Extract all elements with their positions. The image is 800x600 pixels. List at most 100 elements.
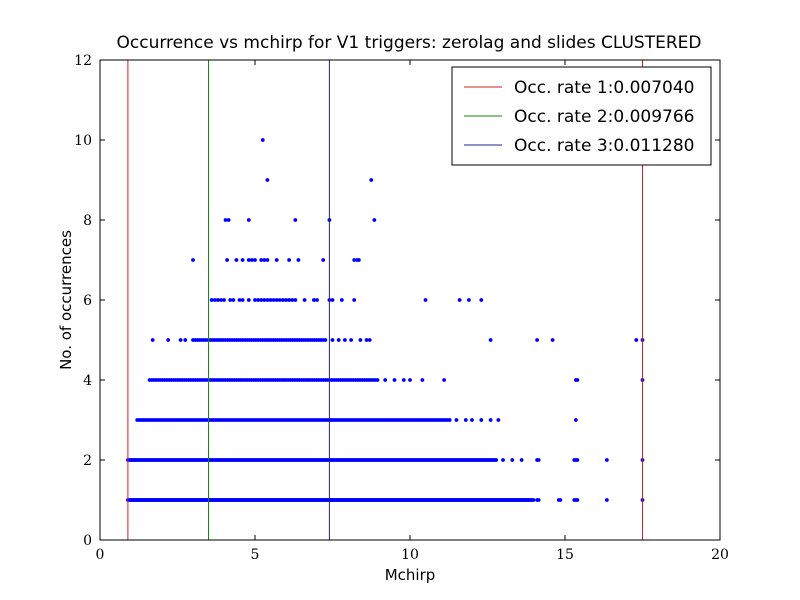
data-point xyxy=(265,178,270,182)
data-point xyxy=(178,338,183,342)
data-point xyxy=(209,298,214,302)
data-point xyxy=(501,458,505,462)
y-tick-label: 12 xyxy=(74,53,92,69)
data-point xyxy=(246,298,251,302)
legend-label-3: Occ. rate 3:0.011280 xyxy=(514,136,694,156)
data-point xyxy=(265,298,270,302)
data-point xyxy=(191,258,195,262)
data-point xyxy=(536,458,541,462)
x-tick-label: 15 xyxy=(556,547,574,563)
data-point xyxy=(240,258,245,262)
x-tick-label: 10 xyxy=(401,547,419,563)
data-point xyxy=(212,298,217,302)
data-point xyxy=(420,378,425,382)
data-point xyxy=(274,258,279,262)
y-tick-label: 4 xyxy=(83,373,92,389)
data-point xyxy=(315,298,319,302)
data-point xyxy=(447,418,452,422)
data-point xyxy=(166,338,171,342)
legend-label-2: Occ. rate 2:0.009766 xyxy=(514,107,694,127)
data-point xyxy=(219,298,223,302)
data-point xyxy=(250,258,254,262)
data-point xyxy=(228,298,233,302)
data-point xyxy=(183,338,188,342)
data-point xyxy=(287,258,291,262)
data-point xyxy=(550,338,555,342)
data-point xyxy=(383,378,388,382)
data-point xyxy=(358,338,363,342)
y-tick-label: 6 xyxy=(83,293,92,309)
data-point xyxy=(296,258,301,262)
data-point xyxy=(423,298,428,302)
data-point xyxy=(321,258,326,262)
data-point xyxy=(479,298,484,302)
data-point xyxy=(323,338,328,342)
data-points xyxy=(126,138,645,502)
data-point xyxy=(259,258,264,262)
data-point xyxy=(237,298,242,302)
data-point xyxy=(604,458,609,462)
data-point xyxy=(634,338,639,342)
data-point xyxy=(339,298,344,302)
data-point xyxy=(575,498,580,502)
data-point xyxy=(274,298,279,302)
data-point xyxy=(253,298,257,302)
data-point xyxy=(575,378,580,382)
data-point xyxy=(479,418,484,422)
data-point xyxy=(265,258,270,262)
data-point xyxy=(150,338,155,342)
data-point xyxy=(268,298,273,302)
data-point xyxy=(510,458,515,462)
data-point xyxy=(392,378,397,382)
rate-lines xyxy=(127,60,643,540)
data-point xyxy=(246,218,251,222)
data-point xyxy=(573,418,578,422)
data-point xyxy=(259,298,264,302)
data-point xyxy=(231,298,236,302)
data-point xyxy=(494,458,499,462)
x-tick-label: 5 xyxy=(251,547,260,563)
data-point xyxy=(293,298,298,302)
data-point xyxy=(262,298,267,302)
data-point xyxy=(287,298,291,302)
data-point xyxy=(349,338,353,342)
data-point xyxy=(260,138,265,142)
data-point xyxy=(536,498,541,502)
x-tick-label: 0 xyxy=(96,547,105,563)
data-point xyxy=(575,458,580,462)
data-point xyxy=(290,298,295,302)
data-point xyxy=(256,298,260,302)
data-point xyxy=(240,298,245,302)
data-point xyxy=(246,258,251,262)
data-point xyxy=(225,258,230,262)
data-point xyxy=(519,458,524,462)
data-point xyxy=(408,378,412,382)
plot-border xyxy=(99,59,721,541)
x-tick-label: 20 xyxy=(711,547,729,563)
y-tick-label: 8 xyxy=(83,213,92,229)
data-point xyxy=(312,298,316,302)
data-point xyxy=(535,338,539,342)
data-point xyxy=(352,298,357,302)
data-point xyxy=(302,298,307,302)
data-point xyxy=(356,258,361,262)
data-point xyxy=(277,298,282,302)
chart-title: Occurrence vs mchirp for V1 triggers: ze… xyxy=(117,33,702,53)
data-point xyxy=(222,298,226,302)
data-point xyxy=(401,378,406,382)
data-point xyxy=(369,178,374,182)
y-tick-label: 2 xyxy=(83,453,92,469)
data-point xyxy=(281,298,285,302)
x-axis-label: Mchirp xyxy=(385,566,436,584)
y-axis-label: No. of occurrences xyxy=(57,230,75,370)
legend: Occ. rate 1:0.007040 Occ. rate 2:0.009766… xyxy=(451,66,712,166)
data-point xyxy=(223,218,228,222)
data-point xyxy=(253,258,257,262)
data-point xyxy=(488,338,493,342)
data-point xyxy=(463,418,468,422)
data-point xyxy=(293,218,298,222)
data-point xyxy=(343,338,347,342)
data-point xyxy=(330,298,335,302)
data-point xyxy=(375,378,380,382)
